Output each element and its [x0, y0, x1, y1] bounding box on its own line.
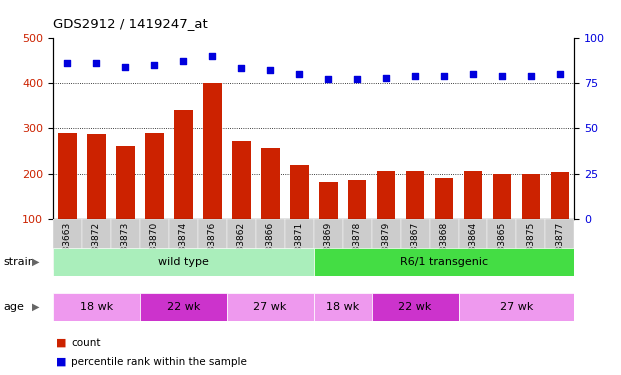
Bar — [289, 165, 309, 219]
Bar — [406, 171, 425, 219]
Text: ▶: ▶ — [32, 256, 40, 267]
Text: R6/1 transgenic: R6/1 transgenic — [400, 256, 488, 267]
Bar — [314, 219, 343, 270]
Point — [439, 73, 449, 79]
Bar — [314, 248, 574, 276]
Text: GSM83878: GSM83878 — [353, 222, 361, 271]
Bar — [140, 292, 227, 321]
Text: 27 wk: 27 wk — [500, 302, 533, 312]
Bar — [487, 219, 517, 270]
Bar — [464, 171, 483, 219]
Point — [526, 73, 536, 79]
Bar — [261, 148, 279, 219]
Text: GSM83867: GSM83867 — [410, 222, 420, 271]
Text: GSM83663: GSM83663 — [63, 222, 72, 271]
Bar — [58, 133, 77, 219]
Bar — [430, 219, 458, 270]
Point — [207, 53, 217, 59]
Text: age: age — [3, 302, 24, 312]
Bar — [492, 174, 512, 219]
Bar — [169, 219, 197, 270]
Bar — [371, 219, 401, 270]
Bar — [377, 171, 396, 219]
Text: GSM83870: GSM83870 — [150, 222, 159, 271]
Point — [555, 71, 565, 77]
Bar — [197, 219, 227, 270]
Point — [62, 60, 72, 66]
Text: 22 wk: 22 wk — [398, 302, 432, 312]
Text: 18 wk: 18 wk — [79, 302, 113, 312]
Point — [149, 62, 159, 68]
Text: 27 wk: 27 wk — [253, 302, 287, 312]
Bar — [522, 174, 540, 219]
Bar — [435, 177, 453, 219]
Text: 18 wk: 18 wk — [326, 302, 359, 312]
Text: 22 wk: 22 wk — [166, 302, 200, 312]
Text: GSM83869: GSM83869 — [324, 222, 333, 271]
Text: GSM83866: GSM83866 — [266, 222, 274, 271]
Bar — [53, 248, 314, 276]
Bar — [284, 219, 314, 270]
Point — [294, 71, 304, 77]
Text: ■: ■ — [56, 357, 66, 367]
Bar — [371, 292, 458, 321]
Bar — [227, 292, 314, 321]
Bar — [145, 133, 164, 219]
Point — [352, 76, 362, 82]
Text: GSM83871: GSM83871 — [294, 222, 304, 271]
Point — [410, 73, 420, 79]
Bar — [227, 219, 256, 270]
Text: GSM83873: GSM83873 — [120, 222, 130, 271]
Bar — [314, 292, 371, 321]
Bar — [53, 292, 140, 321]
Bar — [256, 219, 284, 270]
Bar — [343, 219, 371, 270]
Text: GSM83879: GSM83879 — [381, 222, 391, 271]
Text: GSM83864: GSM83864 — [468, 222, 478, 271]
Text: count: count — [71, 338, 101, 348]
Bar — [202, 83, 222, 219]
Point — [91, 60, 101, 66]
Point — [468, 71, 478, 77]
Bar — [116, 146, 135, 219]
Point — [323, 76, 333, 82]
Bar — [545, 219, 574, 270]
Bar — [232, 141, 251, 219]
Point — [381, 75, 391, 81]
Text: GSM83865: GSM83865 — [497, 222, 507, 271]
Bar — [87, 134, 106, 219]
Bar — [111, 219, 140, 270]
Bar — [140, 219, 169, 270]
Text: GSM83872: GSM83872 — [92, 222, 101, 271]
Bar — [458, 219, 487, 270]
Bar — [174, 110, 193, 219]
Text: wild type: wild type — [158, 256, 209, 267]
Bar — [517, 219, 545, 270]
Text: strain: strain — [3, 256, 35, 267]
Bar — [82, 219, 111, 270]
Text: GSM83874: GSM83874 — [179, 222, 188, 271]
Text: GDS2912 / 1419247_at: GDS2912 / 1419247_at — [53, 17, 207, 30]
Text: GSM83868: GSM83868 — [440, 222, 448, 271]
Point — [497, 73, 507, 79]
Point — [120, 64, 130, 70]
Text: ▶: ▶ — [32, 302, 40, 312]
Point — [178, 58, 188, 64]
Bar — [348, 180, 366, 219]
Text: GSM83877: GSM83877 — [555, 222, 564, 271]
Text: GSM83875: GSM83875 — [527, 222, 535, 271]
Point — [265, 67, 275, 73]
Text: ■: ■ — [56, 338, 66, 348]
Bar — [401, 219, 430, 270]
Text: GSM83876: GSM83876 — [207, 222, 217, 271]
Bar — [319, 182, 338, 219]
Text: GSM83862: GSM83862 — [237, 222, 246, 271]
Bar — [53, 219, 82, 270]
Bar — [458, 292, 574, 321]
Bar — [551, 172, 569, 219]
Text: percentile rank within the sample: percentile rank within the sample — [71, 357, 247, 367]
Point — [236, 65, 246, 71]
